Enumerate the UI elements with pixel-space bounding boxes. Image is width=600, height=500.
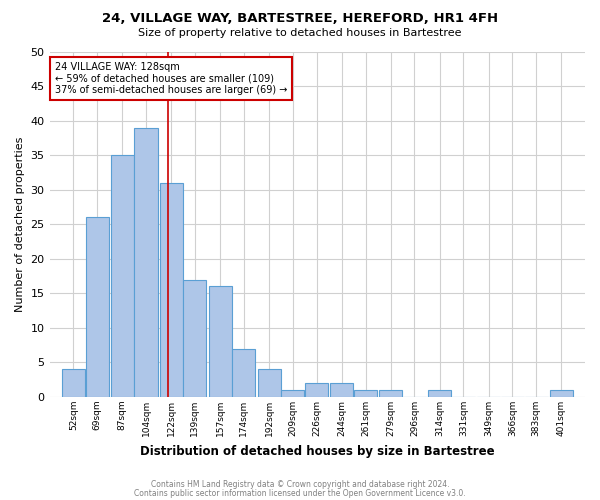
Bar	[184, 280, 206, 397]
Bar	[134, 128, 158, 397]
Bar	[62, 370, 85, 397]
Text: Contains public sector information licensed under the Open Government Licence v3: Contains public sector information licen…	[134, 488, 466, 498]
Text: 24 VILLAGE WAY: 128sqm
← 59% of detached houses are smaller (109)
37% of semi-de: 24 VILLAGE WAY: 128sqm ← 59% of detached…	[55, 62, 287, 95]
Bar	[305, 383, 328, 397]
Text: Contains HM Land Registry data © Crown copyright and database right 2024.: Contains HM Land Registry data © Crown c…	[151, 480, 449, 489]
Bar	[257, 370, 281, 397]
Y-axis label: Number of detached properties: Number of detached properties	[15, 136, 25, 312]
Text: Size of property relative to detached houses in Bartestree: Size of property relative to detached ho…	[138, 28, 462, 38]
Bar	[330, 383, 353, 397]
X-axis label: Distribution of detached houses by size in Bartestree: Distribution of detached houses by size …	[140, 444, 494, 458]
Bar	[86, 218, 109, 397]
Bar	[428, 390, 451, 397]
Bar	[550, 390, 573, 397]
Bar	[111, 155, 134, 397]
Bar	[232, 348, 256, 397]
Bar	[281, 390, 304, 397]
Bar	[209, 286, 232, 397]
Bar	[160, 183, 183, 397]
Bar	[379, 390, 402, 397]
Text: 24, VILLAGE WAY, BARTESTREE, HEREFORD, HR1 4FH: 24, VILLAGE WAY, BARTESTREE, HEREFORD, H…	[102, 12, 498, 26]
Bar	[354, 390, 377, 397]
